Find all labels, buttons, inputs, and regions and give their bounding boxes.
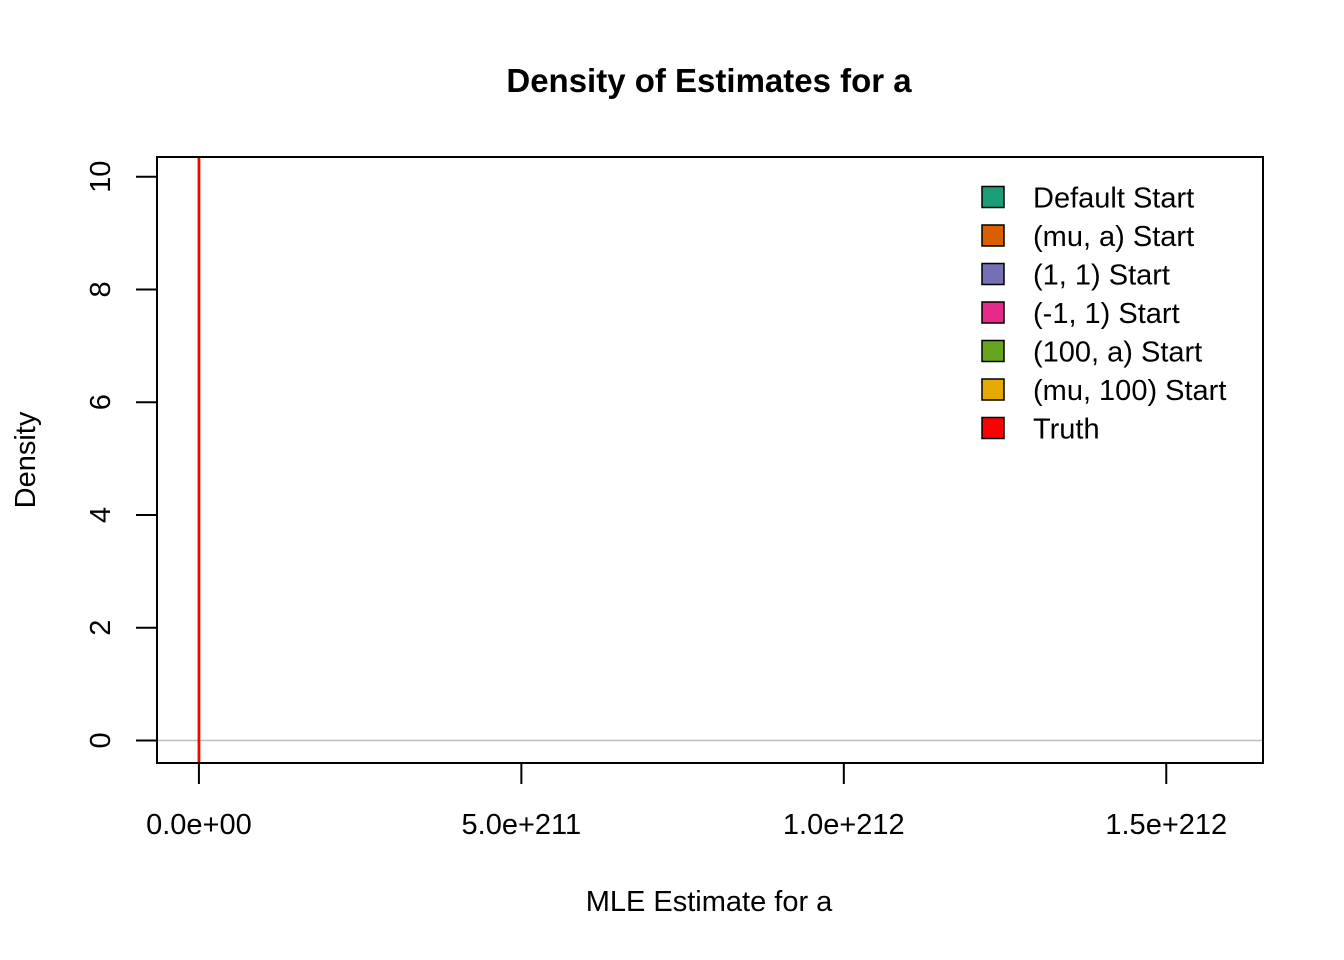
x-tick-label: 0.0e+00	[146, 809, 252, 841]
legend-label: (1, 1) Start	[1033, 260, 1170, 292]
legend-entry: Truth	[981, 414, 1100, 446]
legend-label: (100, a) Start	[1033, 337, 1202, 369]
legend-swatch	[981, 262, 1005, 286]
x-tick-label: 1.5e+212	[1105, 809, 1227, 841]
x-axis: 0.0e+00 5.0e+211 1.0e+212 1.5e+212	[146, 762, 1227, 841]
legend-swatch	[981, 339, 1005, 363]
y-axis: 0 2 4 6 8 10	[85, 161, 158, 749]
x-tick-label: 5.0e+211	[462, 809, 582, 841]
y-tick-label: 6	[85, 394, 117, 410]
y-tick-label: 0	[85, 732, 117, 748]
legend-entry: (mu, 100) Start	[981, 375, 1226, 407]
plot-area	[157, 157, 1263, 763]
legend-swatch	[981, 224, 1005, 247]
legend-swatch	[981, 378, 1005, 401]
y-axis-label: Density	[10, 411, 42, 508]
legend-swatch	[981, 416, 1005, 440]
chart-title: Density of Estimates for a	[506, 62, 912, 99]
y-tick-label: 4	[85, 507, 117, 523]
legend-swatch	[981, 301, 1005, 324]
legend-label: Default Start	[1033, 183, 1194, 215]
legend-entry: Default Start	[981, 183, 1194, 215]
legend-label: (mu, a) Start	[1033, 221, 1194, 253]
y-tick-label: 10	[85, 161, 117, 193]
legend: Default Start (mu, a) Start (1, 1) Start (-…	[981, 183, 1226, 446]
x-tick-label: 1.0e+212	[783, 809, 905, 841]
legend-entry: (100, a) Start	[981, 337, 1202, 369]
x-axis-label: MLE Estimate for a	[586, 886, 833, 918]
legend-swatch	[981, 185, 1005, 209]
legend-entry: (1, 1) Start	[981, 260, 1170, 292]
legend-label: (-1, 1) Start	[1033, 298, 1180, 330]
legend-entry: (mu, a) Start	[981, 221, 1194, 253]
y-tick-label: 8	[85, 281, 117, 297]
legend-label: Truth	[1033, 414, 1100, 446]
legend-label: (mu, 100) Start	[1033, 375, 1226, 407]
legend-entry: (-1, 1) Start	[981, 298, 1180, 330]
y-tick-label: 2	[85, 620, 117, 636]
